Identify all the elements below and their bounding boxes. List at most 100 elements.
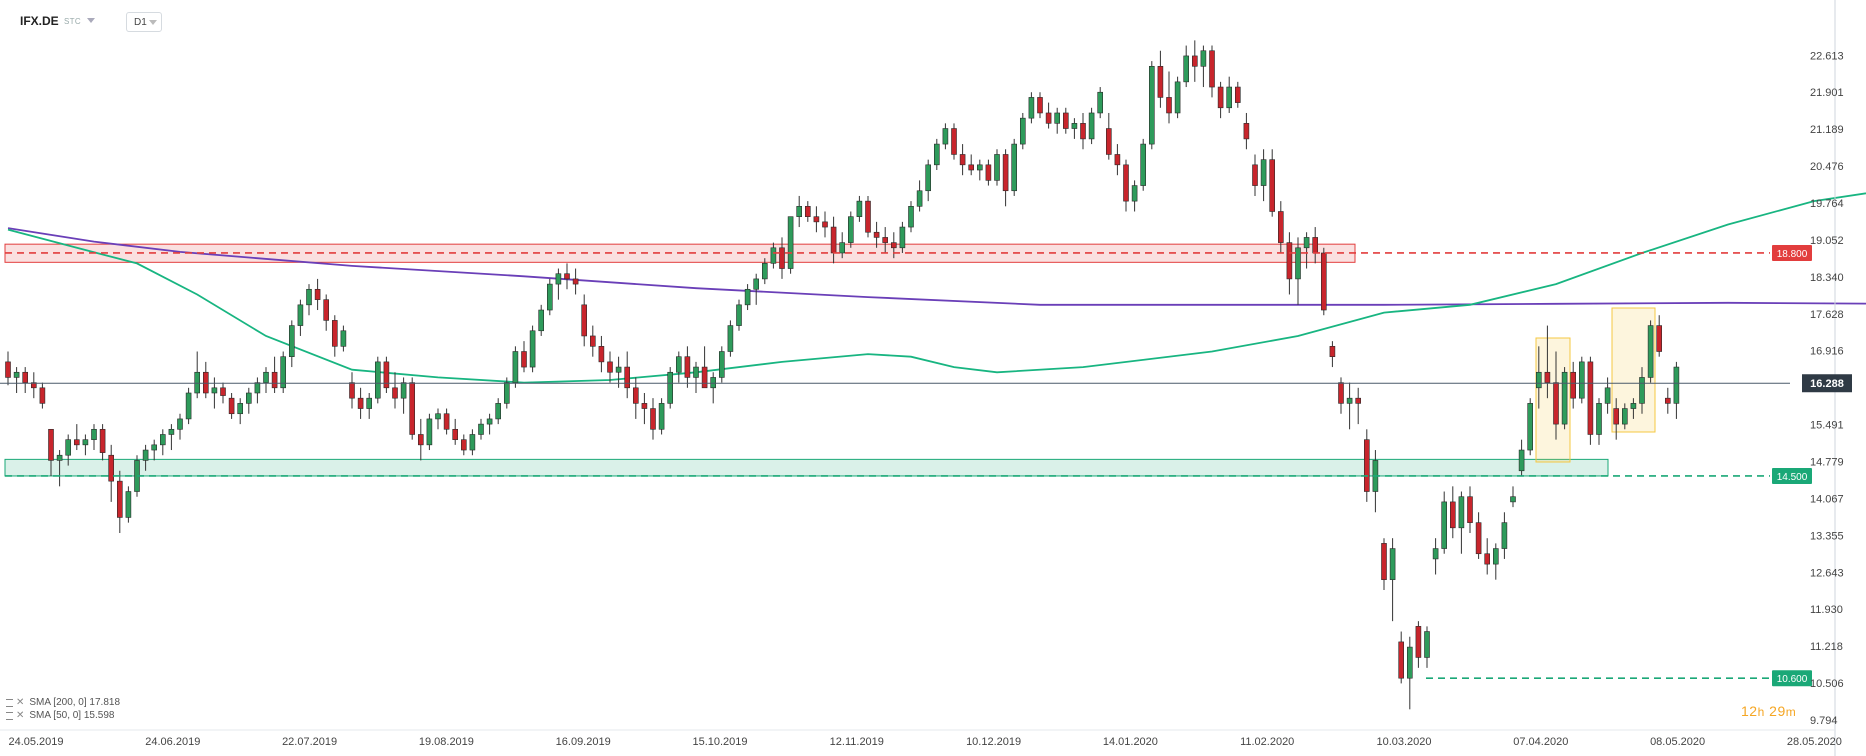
candle [246, 387, 252, 414]
candle-body [1114, 154, 1121, 166]
candle-body [796, 206, 803, 217]
close-icon[interactable]: ✕ [16, 710, 25, 721]
candle [1587, 356, 1594, 445]
candle-body [383, 361, 390, 389]
candle [796, 195, 803, 228]
candle-body [1252, 164, 1258, 186]
symbol-label[interactable]: IFX.DE [20, 14, 59, 28]
candle-body [185, 392, 192, 420]
candle-body [589, 335, 596, 347]
candle [581, 294, 588, 347]
y-tick-label: 14.067 [1810, 493, 1844, 505]
candle [331, 315, 338, 357]
candle-body [65, 439, 71, 456]
y-tick-label: 19.764 [1810, 198, 1844, 210]
candle [1131, 180, 1138, 212]
legend-row-sma200[interactable]: ✕ SMA [200, 0] 17.818 [6, 696, 120, 709]
close-icon[interactable]: ✕ [16, 697, 25, 708]
candle-body [1475, 522, 1482, 555]
candle [650, 398, 656, 440]
candle [1045, 102, 1052, 129]
candle [847, 211, 854, 248]
candle [675, 351, 682, 383]
candle [933, 138, 940, 171]
candle-body [933, 143, 940, 166]
candle [48, 428, 54, 476]
candle-body [1364, 439, 1370, 492]
candle-body [1123, 164, 1129, 202]
candle-body [1553, 382, 1559, 425]
candle [417, 418, 424, 461]
x-tick-label: 15.10.2019 [692, 736, 747, 748]
candle-body [1329, 346, 1336, 357]
candle-body [1647, 325, 1654, 378]
candle-body [99, 428, 106, 453]
candle [1355, 387, 1361, 425]
candle-body [693, 366, 699, 378]
candle-body [323, 299, 330, 321]
candle [99, 424, 106, 461]
chart-toolbar: IFX.DE STC D1 [0, 0, 1866, 40]
candle-body [1424, 631, 1430, 658]
candle-body [1355, 397, 1361, 404]
candle [486, 413, 493, 435]
candle [409, 377, 416, 440]
candle-body [314, 288, 321, 300]
candle [718, 346, 725, 383]
candle [1278, 201, 1284, 253]
candle-body [632, 387, 639, 404]
candle-body [968, 164, 975, 171]
candle-body [641, 403, 648, 409]
y-tick-label: 13.355 [1810, 530, 1844, 542]
candle [1088, 107, 1095, 145]
symbol-dropdown-icon[interactable] [87, 18, 95, 23]
candle-body [1622, 408, 1628, 425]
candle [882, 227, 889, 253]
candle [22, 367, 29, 393]
y-tick-label: 21.901 [1810, 87, 1844, 99]
candle [529, 325, 536, 373]
candle [30, 372, 37, 399]
candle [555, 268, 562, 300]
candle-body [1157, 65, 1164, 98]
list-icon [6, 711, 13, 720]
candle-body [246, 392, 252, 404]
candle-body [435, 413, 441, 420]
candle [306, 284, 312, 316]
level-badge [1772, 244, 1812, 261]
candle-body [1243, 123, 1250, 140]
candle-body [228, 397, 235, 415]
candle [1114, 144, 1121, 176]
candle-body [1389, 548, 1396, 580]
candle-body [56, 454, 63, 461]
candle [314, 278, 321, 311]
candle [684, 346, 691, 388]
candle-body [804, 206, 811, 217]
legend-row-sma50[interactable]: ✕ SMA [50, 0] 15.598 [6, 709, 120, 722]
candle [65, 434, 71, 466]
candle-body [1570, 371, 1576, 399]
candle-body [1303, 237, 1310, 249]
candle [959, 144, 966, 176]
candle-body [1518, 449, 1525, 472]
candle-body [30, 382, 37, 389]
candle [1269, 149, 1275, 217]
candle-body [1054, 112, 1060, 124]
y-tick-label: 19.052 [1810, 235, 1844, 247]
candle-body [959, 154, 966, 166]
x-tick-label: 14.01.2020 [1103, 736, 1158, 748]
candle-timer: 12h 29m [1741, 703, 1796, 719]
candle [495, 398, 502, 425]
candle [1183, 45, 1189, 88]
candle [1002, 149, 1009, 207]
candle-body [374, 361, 381, 399]
candle [1415, 621, 1422, 668]
candle-body [203, 371, 209, 394]
candle [1407, 636, 1413, 710]
candle [1346, 382, 1353, 430]
candle-body [160, 434, 166, 446]
y-tick-label: 18.340 [1810, 272, 1844, 284]
timeframe-select[interactable]: D1 [126, 12, 162, 32]
